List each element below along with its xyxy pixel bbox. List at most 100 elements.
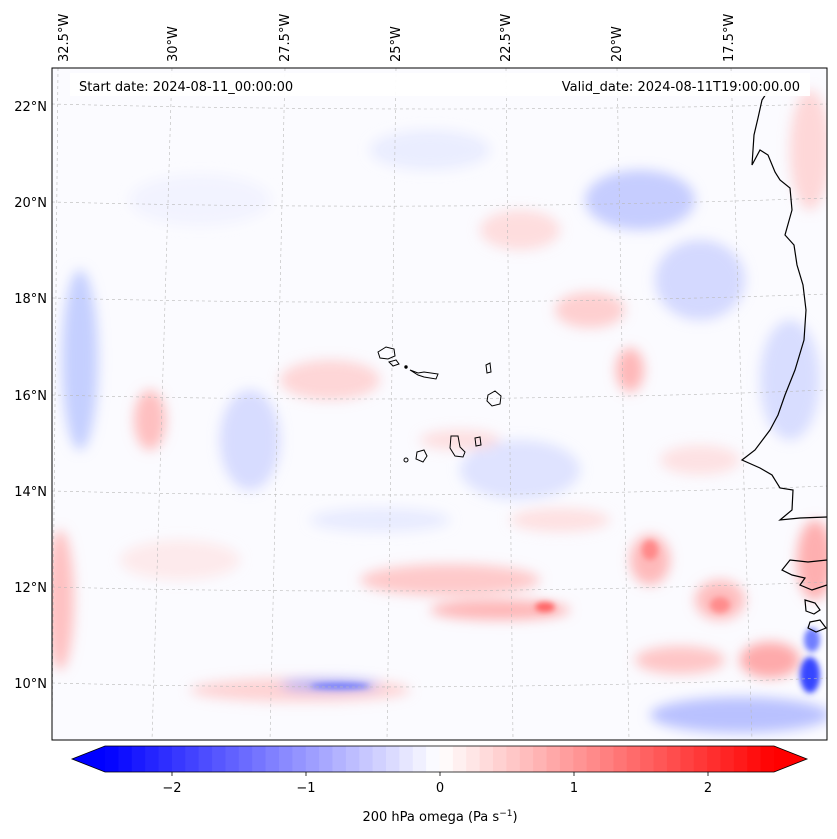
colorbar-segment xyxy=(145,746,160,772)
parallel-12N xyxy=(52,581,827,592)
latitude-labels: 22°N 20°N 18°N 16°N 14°N 12°N 10°N xyxy=(14,100,47,692)
lon-label: 22.5°W xyxy=(499,14,514,62)
colorbar-label: 200 hPa omega (Pa s−1) xyxy=(362,809,517,825)
parallel-14N xyxy=(52,485,827,496)
omega-field-strong xyxy=(310,540,820,693)
colorbar-label-units: Pa s xyxy=(473,810,499,825)
colorbar-segment xyxy=(466,746,481,772)
colorbar-segment xyxy=(747,746,762,772)
colorbar-segment xyxy=(105,746,119,772)
lon-label: 25°W xyxy=(389,26,404,62)
colorbar-segment xyxy=(479,746,494,772)
colorbar-segment xyxy=(626,746,641,772)
valid-date-label: Valid_date: 2024-08-11T19:00:00.00 xyxy=(562,80,800,95)
start-date-label: Start date: 2024-08-11_00:00:00 xyxy=(79,80,293,95)
colorbar-segment xyxy=(345,746,360,772)
colorbar-segment xyxy=(412,746,427,772)
colorbar-segment xyxy=(573,746,588,772)
lat-label: 16°N xyxy=(14,389,47,404)
lat-label: 12°N xyxy=(14,581,47,596)
colorbar: −2 −1 0 1 2 200 hPa omega (Pa s−1) xyxy=(70,745,809,825)
colorbar-segment xyxy=(439,746,454,772)
colorbar-segment xyxy=(533,746,548,772)
african-coastline xyxy=(740,87,827,633)
island-santo-antao xyxy=(377,346,396,360)
colorbar-segment xyxy=(238,746,253,772)
coastline-mauritania-senegal xyxy=(740,87,827,521)
island-boa-vista xyxy=(486,390,502,407)
parallel-16N xyxy=(52,389,827,400)
lon-label: 27.5°W xyxy=(278,14,293,62)
colorbar-segment xyxy=(452,746,467,772)
colorbar-tick-label: −2 xyxy=(162,781,181,796)
meridian-20W xyxy=(616,68,630,740)
colorbar-segment xyxy=(586,746,601,772)
meridian-17.5W xyxy=(730,68,753,740)
lon-label: 20°W xyxy=(610,26,625,62)
header-strip xyxy=(70,73,810,96)
island-santiago xyxy=(449,435,466,458)
island-sao-vicente xyxy=(388,359,400,367)
island-sal xyxy=(485,362,492,374)
colorbar-segment xyxy=(559,746,574,772)
lat-label: 18°N xyxy=(14,292,47,307)
colorbar-segment xyxy=(493,746,507,772)
colorbar-segment xyxy=(600,746,615,772)
colorbar-segment xyxy=(225,746,240,772)
colorbar-tick-label: 0 xyxy=(436,781,444,796)
colorbar-segment xyxy=(292,746,307,772)
colorbar-ticks xyxy=(171,772,709,776)
map-panel: Start date: 2024-08-11_00:00:00 Valid_da… xyxy=(51,67,828,741)
colorbar-segment xyxy=(506,746,521,772)
map-frame xyxy=(51,67,828,741)
colorbar-extend-max xyxy=(774,746,807,772)
parallel-10N xyxy=(52,677,827,688)
lon-label: 17.5°W xyxy=(722,14,737,62)
colorbar-segment xyxy=(680,746,695,772)
colorbar-segment xyxy=(278,746,293,772)
lat-label: 20°N xyxy=(14,196,47,211)
colorbar-segment xyxy=(546,746,561,772)
colorbar-segment xyxy=(359,746,374,772)
cape-verde-islands xyxy=(377,346,502,463)
meridian-27.5W xyxy=(269,68,286,740)
colorbar-tick-label: −1 xyxy=(296,781,315,796)
parallel-18N xyxy=(52,293,827,303)
colorbar-segment xyxy=(158,746,173,772)
omega-field xyxy=(52,90,827,733)
colorbar-tick-label: 2 xyxy=(704,781,712,796)
colorbar-segment xyxy=(653,746,668,772)
colorbar-segment xyxy=(693,746,708,772)
colorbar-segment xyxy=(212,746,227,772)
parallel-20N xyxy=(52,197,827,207)
colorbar-tick-labels: −2 −1 0 1 2 xyxy=(162,781,712,796)
colorbar-segment xyxy=(760,746,775,772)
colorbar-outline xyxy=(70,745,809,773)
colorbar-segment xyxy=(707,746,722,772)
coastline-gambia-guinea xyxy=(781,559,827,591)
lon-label: 32.5°W xyxy=(57,14,72,62)
longitude-labels: 32.5°W 30°W 27.5°W 25°W 22.5°W 20°W 17.5… xyxy=(57,14,737,62)
island-sao-nicolau xyxy=(409,369,439,380)
colorbar-segment xyxy=(519,746,534,772)
meridian-25W xyxy=(386,68,397,740)
colorbar-segment xyxy=(252,746,267,772)
island-brava xyxy=(403,457,409,463)
meridian-22.5W xyxy=(505,68,514,740)
lat-label: 10°N xyxy=(14,677,47,692)
colorbar-segment xyxy=(305,746,320,772)
colorbar-segment xyxy=(613,746,628,772)
colorbar-segment xyxy=(720,746,735,772)
colorbar-segment xyxy=(131,746,146,772)
colorbar-segment xyxy=(171,746,186,772)
colorbar-segment xyxy=(733,746,748,772)
colorbar-segments xyxy=(105,746,775,772)
parallel-22N xyxy=(52,103,827,110)
colorbar-segment xyxy=(385,746,400,772)
colorbar-tick-label: 1 xyxy=(570,781,578,796)
colorbar-segment xyxy=(399,746,414,772)
island-santa-luzia xyxy=(404,365,408,369)
lat-label: 22°N xyxy=(14,100,47,115)
island-maio xyxy=(474,436,482,447)
